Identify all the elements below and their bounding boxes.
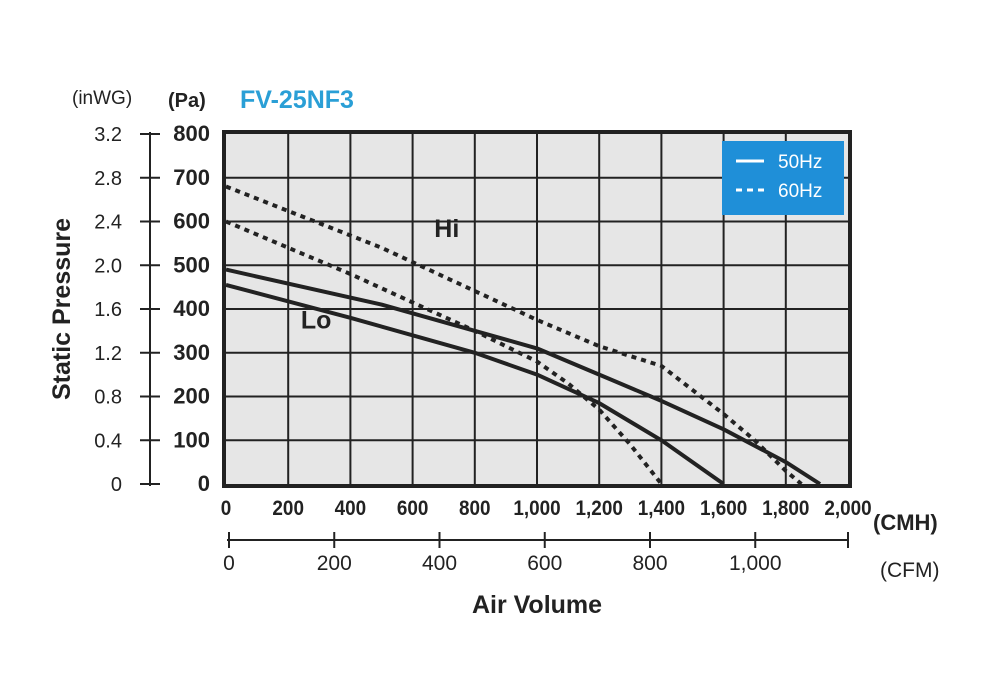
y-tick-label-inwg: 0.4 (94, 430, 122, 452)
y-tick-label-pa: 400 (173, 296, 210, 321)
y-tick-label-inwg: 2.0 (94, 255, 122, 277)
y-tick-label-pa: 600 (173, 209, 210, 234)
x-tick-label-cfm: 800 (632, 552, 667, 575)
x-tick-label-cmh: 400 (335, 497, 367, 520)
y-tick-label-inwg: 1.2 (94, 343, 122, 365)
x-axis-label: Air Volume (472, 591, 602, 619)
y-tick-label-inwg: 0.8 (94, 387, 122, 409)
curve-label-hi: Hi (434, 215, 459, 243)
y-ticks: 0 0 100 0.4 200 0.8 300 1.2 400 1.6 500 2.0 600 2.4 70… (94, 121, 210, 496)
x-tick-label-cmh: 0 (221, 497, 232, 520)
x-tick-label-cfm: 400 (422, 552, 457, 575)
x-tick-label-cmh: 1,600 (700, 497, 747, 520)
y-tick-label-pa: 0 (198, 471, 210, 496)
legend-label-60hz: 60Hz (778, 181, 822, 202)
series-line-50hz-1 (225, 282, 725, 486)
x-tick-label-cfm: 200 (317, 552, 352, 575)
y-tick-label-pa: 300 (173, 340, 210, 365)
x-tick-label-cmh: 2,000 (824, 497, 871, 520)
series-line-60hz-2 (225, 184, 803, 486)
x-tick-label-cmh: 200 (272, 497, 304, 520)
y-tick-label-inwg: 2.4 (94, 212, 122, 234)
x-unit-cfm: (CFM) (880, 559, 939, 582)
x-tick-label-cmh: 1,000 (513, 497, 560, 520)
y-tick-label-pa: 700 (173, 165, 210, 190)
chart-title: FV-25NF3 (240, 86, 354, 114)
y-tick-label-pa: 200 (173, 384, 210, 409)
y-axis-label: Static Pressure (48, 218, 76, 400)
y-tick-label-inwg: 0 (111, 474, 122, 496)
legend: 50Hz 60Hz (722, 141, 844, 215)
x-ticks-cfm: 0 200 400 600 800 1,000 (223, 532, 849, 575)
y-tick-label-pa: 100 (173, 427, 210, 452)
y-unit-inwg: (inWG) (72, 88, 132, 109)
curve-label-lo: Lo (301, 307, 332, 335)
y-tick-label-pa: 500 (173, 252, 210, 277)
x-unit-cmh: (CMH) (873, 510, 938, 535)
y-tick-label-inwg: 3.2 (94, 124, 122, 146)
curves: Hi Lo (225, 184, 822, 486)
x-tick-label-cmh: 1,400 (638, 497, 685, 520)
legend-label-50hz: 50Hz (778, 152, 822, 173)
x-tick-label-cmh: 800 (459, 497, 491, 520)
y-unit-pa: (Pa) (168, 90, 206, 112)
series-line-60hz-3 (225, 219, 663, 486)
y-tick-label-inwg: 1.6 (94, 299, 122, 321)
series-line-50hz-0 (225, 267, 822, 486)
legend-box (722, 141, 844, 215)
x-tick-label-cmh: 1,800 (762, 497, 809, 520)
y-tick-label-pa: 800 (173, 121, 210, 146)
y-tick-label-inwg: 2.8 (94, 168, 122, 190)
x-tick-label-cfm: 1,000 (729, 552, 782, 575)
x-tick-label-cmh: 600 (397, 497, 429, 520)
x-tick-label-cmh: 1,200 (576, 497, 623, 520)
x-tick-label-cfm: 600 (527, 552, 562, 575)
x-ticks-cmh: 0 200 400 600 800 1,000 1,200 1,400 1,600 1,800 2,… (221, 497, 872, 520)
x-tick-label-cfm: 0 (223, 552, 235, 575)
